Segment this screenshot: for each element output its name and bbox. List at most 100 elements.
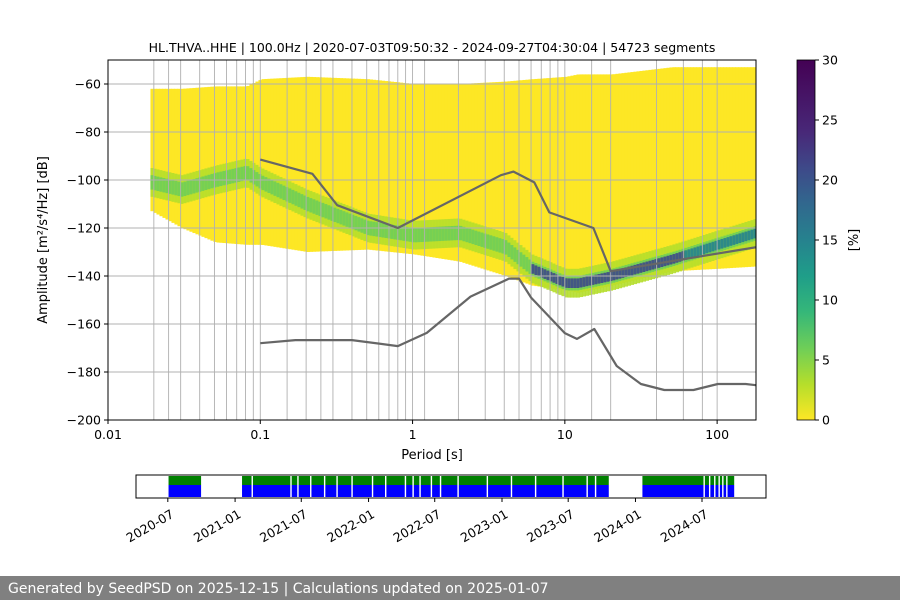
availability-gap: [722, 476, 724, 497]
density-column: [501, 81, 506, 276]
density-peak: [735, 234, 740, 244]
density-column: [330, 77, 335, 252]
density-column: [333, 77, 338, 251]
density-peak: [693, 247, 698, 258]
density-column: [738, 67, 743, 268]
availability-gap: [430, 476, 433, 497]
density-column: [168, 88, 173, 222]
density-column: [630, 72, 635, 281]
density-core: [294, 191, 299, 206]
density-core: [420, 227, 425, 242]
density-column: [309, 76, 314, 252]
density-peak: [615, 269, 620, 280]
density-column: [339, 78, 344, 251]
density-core: [204, 175, 209, 191]
density-peak: [708, 242, 713, 253]
density-column: [276, 78, 281, 248]
density-core: [399, 225, 404, 241]
density-core: [210, 173, 215, 189]
density-column: [312, 77, 317, 252]
density-column: [327, 77, 332, 252]
density-peak: [600, 273, 605, 283]
density-column: [192, 87, 197, 234]
density-column: [438, 84, 443, 259]
density-peak: [537, 266, 542, 277]
density-column: [696, 67, 701, 270]
density-column: [558, 77, 563, 290]
y-axis-label: Amplitude [m²/s⁴/Hz] [dB]: [36, 156, 51, 324]
y-tick-label: −100: [67, 173, 101, 188]
density-column: [726, 67, 731, 269]
density-peak: [690, 248, 695, 258]
density-column: [207, 86, 212, 240]
density-peak: [753, 228, 756, 239]
availability-gap: [726, 476, 728, 497]
density-core: [252, 170, 257, 185]
plot-frame: [107, 59, 757, 421]
density-peak: [549, 271, 554, 282]
colorbar-tick-label: 15: [822, 233, 838, 248]
density-core: [282, 185, 287, 201]
density-column: [594, 74, 599, 290]
footer-text: Generated by SeedPSD on 2025-12-15 | Cal…: [8, 581, 549, 597]
availability-tick-label: 2024-01: [591, 506, 644, 545]
availability-span-top: [242, 476, 609, 485]
density-core: [159, 177, 164, 192]
density-core: [276, 182, 281, 198]
density-column: [348, 78, 353, 251]
density-core: [237, 167, 242, 182]
density-column: [537, 78, 542, 287]
density-column: [699, 67, 704, 270]
density-core: [486, 234, 491, 249]
density-column: [615, 73, 620, 285]
density-column: [303, 76, 308, 252]
density-column: [351, 78, 356, 251]
density-column: [201, 87, 206, 237]
density-core: [300, 194, 305, 209]
density-column: [540, 78, 545, 287]
density-core: [453, 225, 458, 241]
availability-gap: [336, 476, 338, 497]
availability-tick-label: 2024-07: [658, 506, 711, 545]
density-column: [453, 84, 458, 261]
density-column: [171, 88, 176, 223]
density-core: [432, 226, 437, 242]
density-column: [480, 82, 485, 269]
density-column: [432, 84, 437, 258]
density-peak: [579, 277, 584, 288]
density-core: [153, 175, 158, 191]
availability-tick-label: 2021-01: [191, 506, 244, 545]
density-core: [492, 236, 497, 251]
density-peak: [726, 237, 731, 247]
density-column: [522, 79, 527, 283]
availability-gap: [404, 476, 407, 497]
density-core: [438, 226, 443, 242]
density-peak: [696, 246, 701, 257]
x-tick-label: 0.1: [250, 427, 270, 442]
density-peak: [555, 274, 560, 284]
availability-gap: [708, 476, 711, 497]
density-column: [345, 78, 350, 251]
density-column: [747, 67, 752, 267]
density-column: [162, 88, 167, 218]
density-column: [474, 83, 479, 267]
density-core: [150, 175, 155, 190]
availability-gap: [510, 476, 513, 497]
x-axis-ticks: 0.01 0.1 1 10 100: [94, 420, 729, 442]
density-core: [435, 226, 440, 242]
density-core: [189, 179, 194, 195]
density-column: [156, 88, 161, 215]
density-core: [165, 178, 170, 194]
density-core: [378, 222, 383, 238]
density-peak: [645, 261, 650, 272]
density-core: [162, 178, 167, 193]
density-column: [414, 84, 419, 255]
density-core: [516, 249, 521, 265]
density-column: [600, 74, 605, 288]
density-core: [423, 227, 428, 242]
chart-title: HL.THVA..HHE | 100.0Hz | 2020-07-03T09:5…: [149, 40, 716, 55]
density-peak: [747, 230, 752, 241]
density-column: [669, 67, 674, 272]
density-column: [711, 67, 716, 270]
density-core: [384, 223, 389, 238]
